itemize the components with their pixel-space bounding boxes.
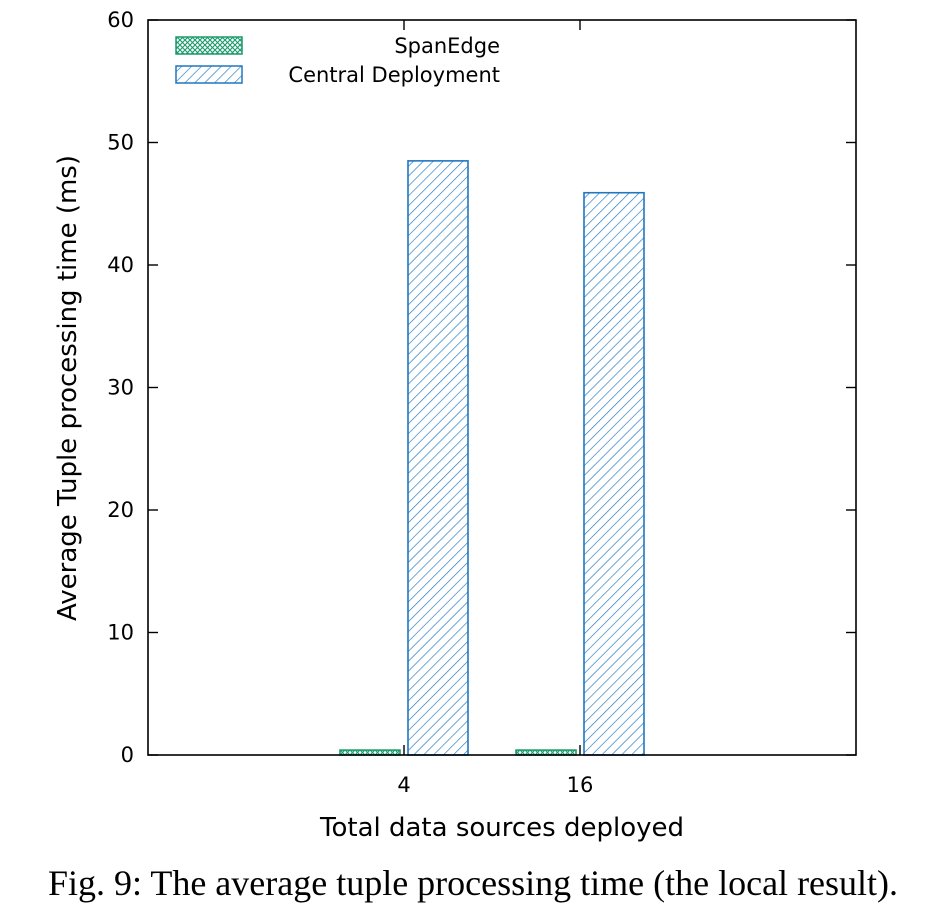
x-ticks: 4 16 xyxy=(397,20,593,797)
y-tick-label: 30 xyxy=(107,376,134,400)
y-tick-label: 40 xyxy=(107,253,134,277)
y-tick-label: 0 xyxy=(121,743,134,767)
x-axis-title: Total data sources deployed xyxy=(319,813,684,843)
y-tick-label: 20 xyxy=(107,498,134,522)
y-axis-title: Average Tuple processing time (ms) xyxy=(53,155,83,621)
bar-chart: 0 10 20 30 40 50 60 4 16 SpanEdge Central Deplo… xyxy=(53,8,857,843)
legend-label-spanedge: SpanEdge xyxy=(394,34,500,58)
y-tick-label: 50 xyxy=(107,131,134,155)
plot-frame xyxy=(147,19,857,756)
legend: SpanEdge Central Deployment xyxy=(175,34,500,87)
legend-label-central-deployment: Central Deployment xyxy=(288,63,500,87)
legend-swatch-central-deployment xyxy=(175,65,243,84)
y-ticks: 0 10 20 30 40 50 60 xyxy=(107,8,856,767)
y-tick-label: 60 xyxy=(107,8,134,32)
legend-swatch-spanedge xyxy=(175,36,243,55)
x-tick-label: 4 xyxy=(397,773,410,797)
figure-caption: Fig. 9: The average tuple processing tim… xyxy=(47,863,899,903)
y-tick-label: 10 xyxy=(107,621,134,645)
bars xyxy=(339,160,645,756)
bar-central-deployment xyxy=(583,191,645,756)
x-tick-label: 16 xyxy=(567,773,594,797)
bar-central-deployment xyxy=(407,160,469,756)
